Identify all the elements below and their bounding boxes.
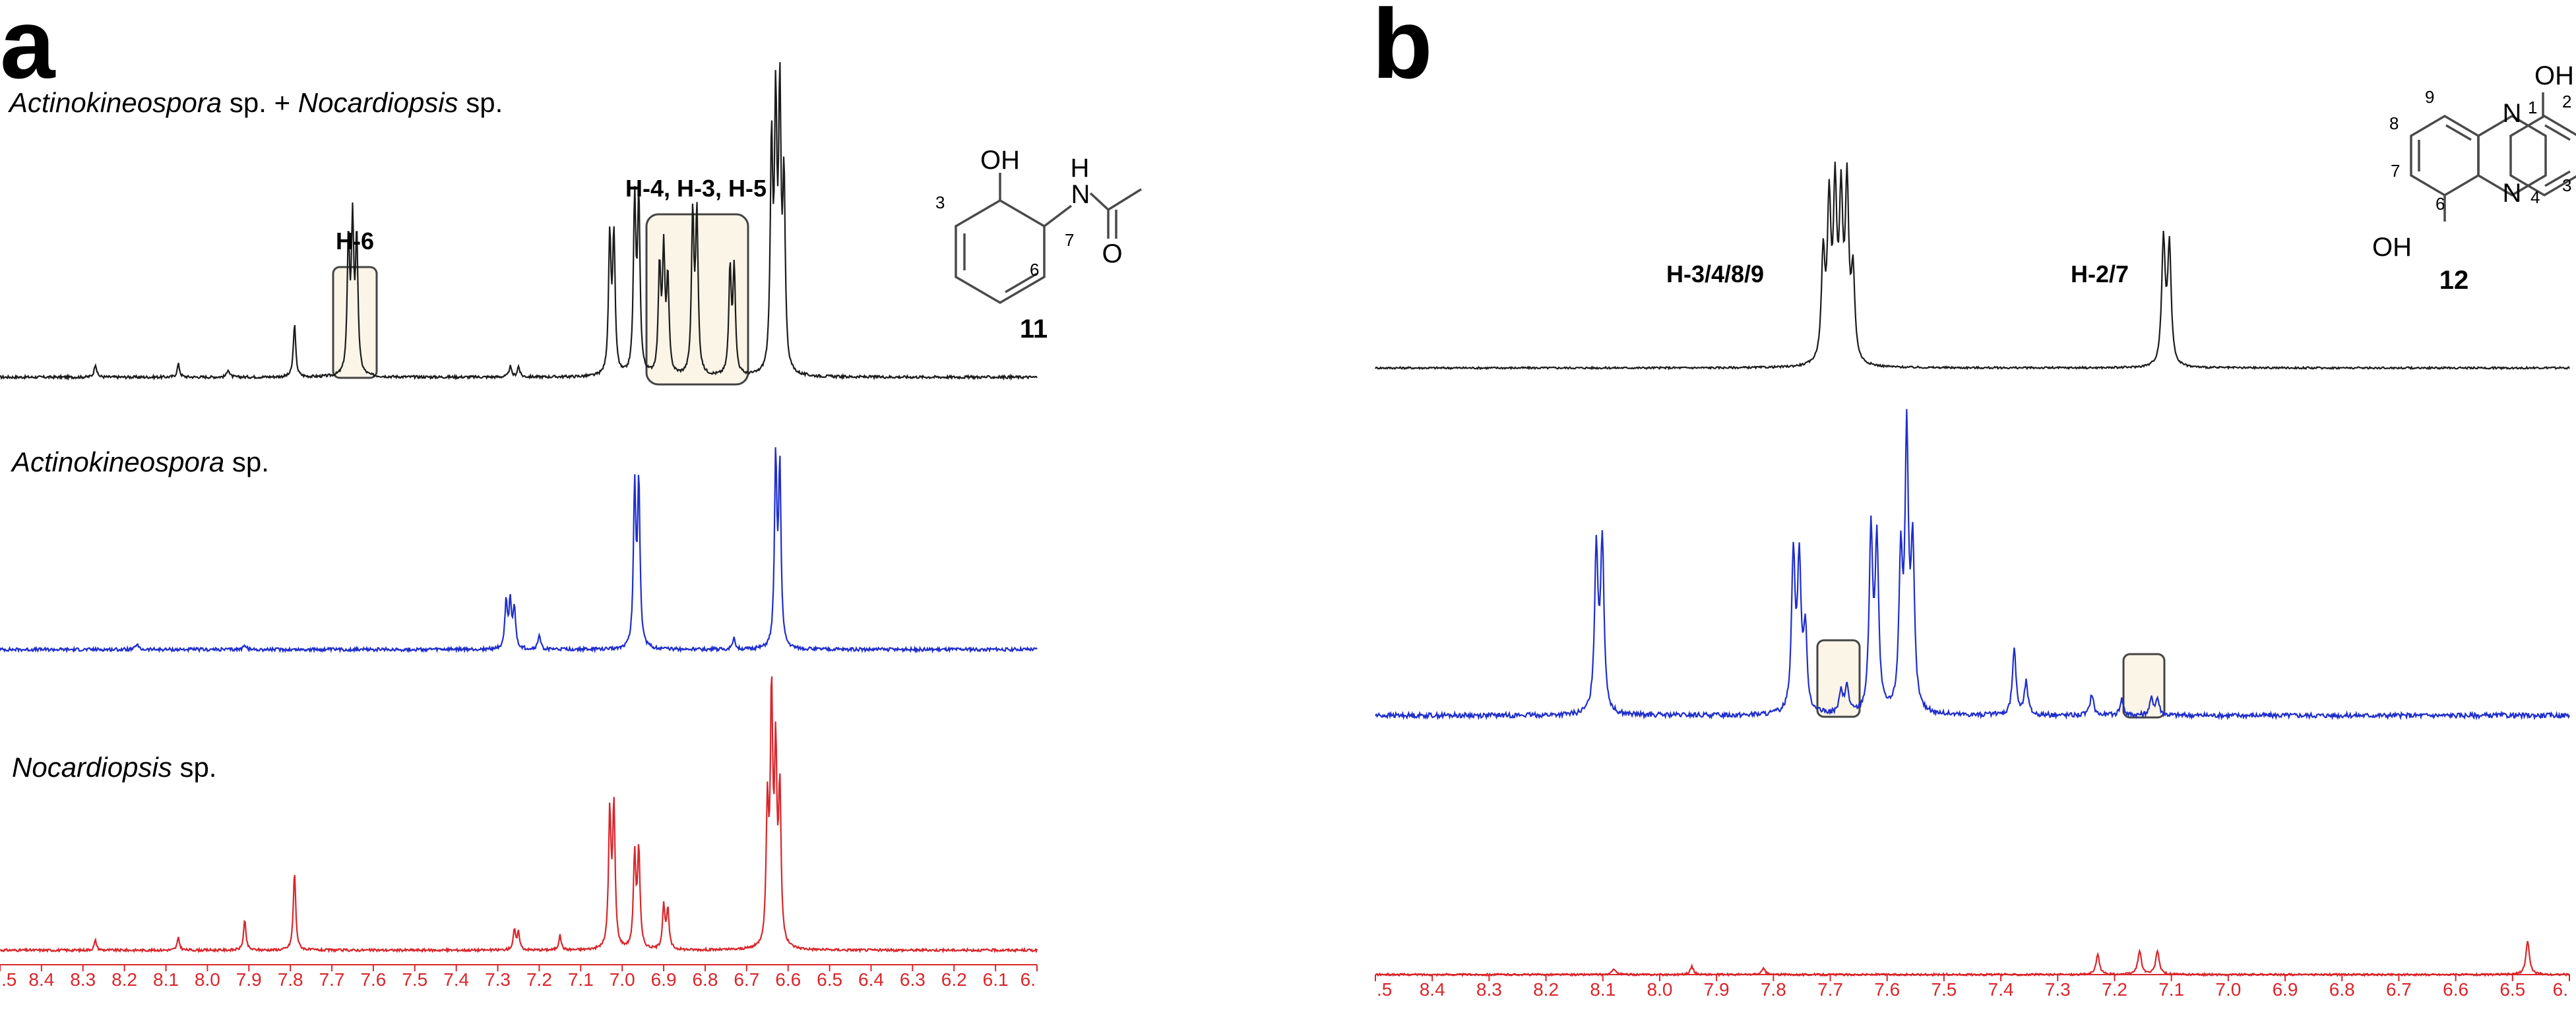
axis-tick-label-b: 6.5 [2499,979,2525,1000]
axis-tick-label-a: 7.9 [236,969,262,990]
trace-label-combined: Actinokineospora sp. + Nocardiopsis sp. [7,87,503,118]
compound-12-pos-9: 9 [2425,87,2434,107]
axis-tick-label-b: 8.4 [1420,979,1445,1000]
compound-11-pos-7: 7 [1065,230,1074,250]
panel-a-letter: a [0,0,56,99]
axis-tick-label-a: 7.2 [526,969,552,990]
compound-12-pos-8: 8 [2389,113,2399,133]
chemical-shift-axes: .5 8.4 8.3 8.2 8.1 8.0 7.9 7.8 7.7 7.6 7.5 7.4 7.3 7.… [0,964,2570,1000]
axis-tick-label-a: 6.4 [858,969,884,990]
axis-tick-label-a: 7.3 [485,969,511,990]
spectrum-trace-b-2 [1375,940,2570,977]
compound-12-structure: N N OH OH 1 2 3 4 6 7 8 9 12 [2372,61,2576,295]
axis-tick-label-b: 7.2 [2102,979,2127,1000]
axis-tick-label-b: 7.9 [1704,979,1730,1000]
spectra-traces [0,62,2570,977]
axis-tick-label-b: 7.0 [2215,979,2241,1000]
axis-tick-label-a: 7.7 [319,969,345,990]
peak-label-h6: H-6 [336,227,374,255]
compound-12-pos-2: 2 [2562,92,2571,111]
compound-11-o: O [1102,239,1122,268]
axis-tick-label-b: 7.8 [1761,979,1786,1000]
axis-tick-label-a: 6.6 [775,969,801,990]
compound-11-structure: OH H N O 3 7 6 11 [935,146,1142,344]
axis-tick-label-b: 6.6 [2443,979,2468,1000]
axis-tick-label-a: 7.1 [568,969,594,990]
axis-tick-label-a: 8.2 [111,969,137,990]
axis-tick-label-a: 7.5 [402,969,427,990]
axis-tick-label-a: 8.4 [28,969,54,990]
compound-12-pos-7: 7 [2391,161,2400,181]
axis-tick-label-b: 7.3 [2045,979,2071,1000]
axis-tick-label-b: 8.1 [1590,979,1616,1000]
axis-tick-label-a: 8.1 [153,969,179,990]
axis-tick-label-b: 6. [2553,979,2568,1000]
axis-tick-label-b: 8.2 [1533,979,1559,1000]
compound-11-ring [955,198,1046,305]
axis-tick-label-a: 6.3 [900,969,926,990]
axis-tick-label-b: 7.4 [1988,979,2014,1000]
axis-tick-label-a: 8.3 [70,969,96,990]
spectrum-trace-a-1 [0,447,1038,654]
spectrum-trace-b-0 [1375,162,2570,371]
axis-tick-label-a: 7.0 [610,969,635,990]
compound-12-number: 12 [2439,266,2469,295]
axis-tick-label-a: .5 [1,969,16,990]
axis-tick-label-b: 8.3 [1476,979,1502,1000]
compound-12-n-bottom: N [2503,179,2522,208]
peak-label-h4-h3-h5: H-4, H-3, H-5 [625,175,767,202]
axis-tick-label-a: 8.0 [195,969,220,990]
axis-tick-label-b: 7.6 [1874,979,1900,1000]
highlight-boxes [332,213,2166,719]
axis-tick-label-a: 6.9 [651,969,677,990]
compound-12-ring-left [2410,114,2480,197]
compound-12-pos-4: 4 [2530,187,2540,207]
highlight-box-h6 [332,266,378,379]
axis-tick-label-a: 6.7 [734,969,759,990]
axis-tick-label-b: .5 [1377,979,1392,1000]
compound-12-pos-6: 6 [2435,194,2445,214]
compound-12-pos-3: 3 [2562,175,2571,195]
axis-tick-label-a: 6. [1021,969,1036,990]
axis-tick-label-a: 7.8 [278,969,303,990]
compound-12-n-top: N [2503,99,2522,128]
axis-tick-label-b: 7.1 [2158,979,2184,1000]
compound-11-pos-6: 6 [1030,260,1039,280]
spectrum-trace-b-1 [1375,409,2570,721]
axis-tick-label-a: 7.4 [443,969,469,990]
panel-b-letter: b [1372,0,1433,99]
axis-tick-label-a: 6.1 [983,969,1009,990]
spectrum-trace-a-0 [0,62,1038,381]
compound-11-h: H [1071,154,1090,183]
compound-11-oh: OH [980,146,1020,175]
trace-label-actinokineospora: Actinokineospora sp. [10,446,269,477]
axis-tick-label-b: 6.7 [2386,979,2412,1000]
axis-tick-label-a: 6.5 [817,969,842,990]
axis-tick-label-b: 6.9 [2273,979,2298,1000]
compound-11-number: 11 [1020,315,1048,344]
axis-tick-label-b: 7.5 [1931,979,1957,1000]
axis-tick-label-b: 6.8 [2329,979,2355,1000]
axis-tick-label-a: 6.8 [692,969,718,990]
compound-12-pos-1: 1 [2528,98,2537,117]
compound-12-oh-top: OH [2534,61,2574,90]
compound-12-oh-bottom: OH [2372,233,2412,262]
peak-label-h3-4-8-9: H-3/4/8/9 [1666,260,1764,288]
axis-tick-label-b: 8.0 [1647,979,1672,1000]
peak-label-h2-7: H-2/7 [2071,260,2129,288]
spectrum-trace-a-2 [0,676,1038,954]
compound-12-ring-right [2509,114,2576,197]
trace-label-nocardiopsis: Nocardiopsis sp. [12,752,216,783]
compound-11-pos-3: 3 [935,193,945,212]
compound-12-ring-middle [2477,114,2547,197]
highlight-box-b-2 [2122,653,2166,719]
axis-tick-label-a: 7.6 [360,969,386,990]
compound-11-n: N [1071,180,1090,209]
axis-tick-label-a: 6.2 [941,969,967,990]
axis-tick-label-b: 7.7 [1817,979,1843,1000]
